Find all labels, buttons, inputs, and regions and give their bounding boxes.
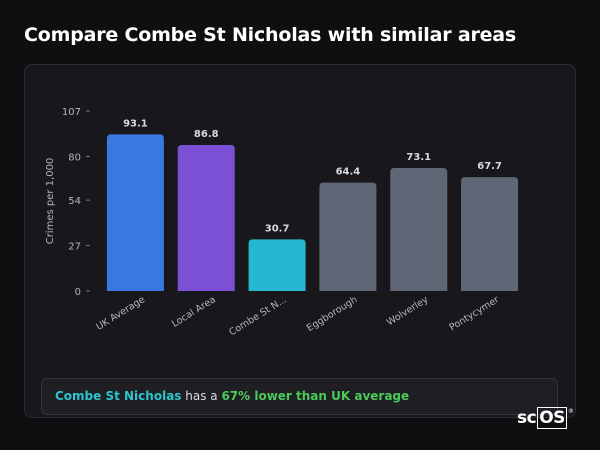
y-tick-label: 80 bbox=[68, 152, 81, 163]
x-tick-label: Wolverley bbox=[385, 294, 431, 328]
x-tick-label: Pontycymer bbox=[447, 294, 501, 333]
bar-value-label: 30.7 bbox=[265, 223, 290, 234]
y-tick-label: 27 bbox=[68, 242, 81, 253]
y-axis-label: Crimes per 1,000 bbox=[45, 158, 56, 245]
logo-mark: ® bbox=[567, 408, 574, 415]
bar-value-label: 67.7 bbox=[477, 161, 502, 172]
y-tick-label: 107 bbox=[62, 107, 81, 118]
x-tick-label: UK Average bbox=[94, 294, 147, 333]
bar-value-label: 73.1 bbox=[406, 152, 431, 163]
bar-value-label: 86.8 bbox=[194, 129, 219, 140]
summary-stat: 67% lower than UK average bbox=[221, 389, 410, 403]
summary-place: Combe St Nicholas bbox=[55, 389, 182, 403]
x-tick-label: Eggborough bbox=[305, 294, 360, 334]
bar-value-label: 93.1 bbox=[123, 118, 148, 129]
chart-card: Crimes per 1,000 0 27 54 80 107 93.1 UK Average… bbox=[24, 64, 576, 418]
bar bbox=[106, 134, 164, 291]
bar-value-label: 64.4 bbox=[336, 167, 361, 178]
summary-middle: has a bbox=[181, 389, 222, 403]
logo-boxed: OS bbox=[537, 407, 567, 429]
y-tick-label: 0 bbox=[75, 287, 81, 298]
bar bbox=[461, 177, 519, 291]
bar bbox=[177, 144, 235, 291]
x-tick-label: Local Area bbox=[170, 294, 218, 330]
comparison-summary: Combe St Nicholas has a 67% lower than U… bbox=[41, 378, 558, 415]
y-tick-label: 54 bbox=[68, 196, 81, 207]
x-tick-label: Combe St N... bbox=[227, 294, 288, 338]
crime-bar-chart: Crimes per 1,000 0 27 54 80 107 93.1 UK Average… bbox=[45, 107, 519, 338]
scos-logo: sc OS ® bbox=[517, 407, 574, 429]
bar bbox=[319, 182, 377, 291]
bar bbox=[390, 168, 448, 291]
bar bbox=[248, 239, 306, 291]
logo-prefix: sc bbox=[517, 408, 537, 428]
page-title: Compare Combe St Nicholas with similar a… bbox=[24, 24, 517, 46]
